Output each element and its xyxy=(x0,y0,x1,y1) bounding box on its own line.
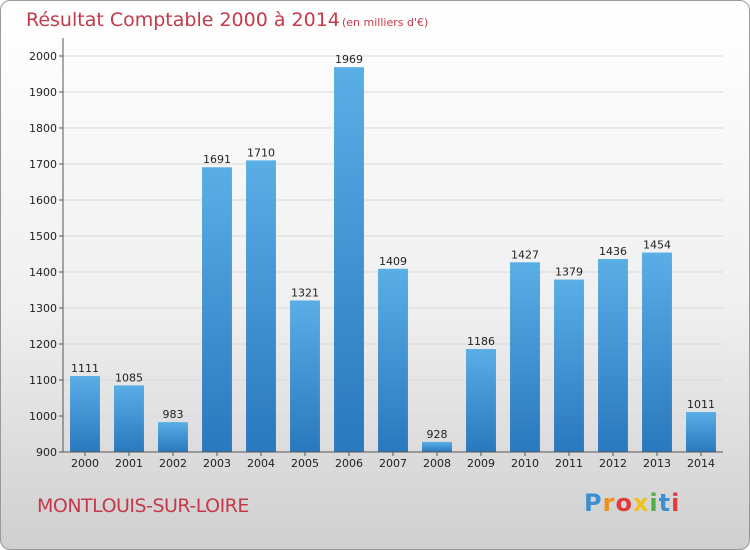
logo-letter: o xyxy=(615,489,633,517)
y-tick-label: 1900 xyxy=(29,86,57,99)
logo-letter: r xyxy=(602,489,616,517)
x-tick-label: 2012 xyxy=(599,457,627,470)
value-label-2005: 1321 xyxy=(291,286,319,299)
x-tick-label: 2013 xyxy=(643,457,671,470)
value-label-2012: 1436 xyxy=(599,245,627,258)
bars xyxy=(70,67,716,453)
x-tick-label: 2009 xyxy=(467,457,495,470)
x-tick-label: 2004 xyxy=(247,457,275,470)
bar-2013 xyxy=(642,252,672,452)
x-tick-label: 2001 xyxy=(115,457,143,470)
y-tick-label: 900 xyxy=(36,446,57,459)
value-label-2014: 1011 xyxy=(687,398,715,411)
x-tick-label: 2003 xyxy=(203,457,231,470)
y-tick-label: 1500 xyxy=(29,230,57,243)
bar-2004 xyxy=(246,160,276,452)
x-tick-label: 2000 xyxy=(71,457,99,470)
proxiti-logo: Proxiti xyxy=(584,489,680,517)
x-axis: 2000 2001 2002 2003 2004 2005 2006 2007 2008 2009… xyxy=(63,451,723,470)
x-tick-label: 2002 xyxy=(159,457,187,470)
logo-letter: i xyxy=(649,489,659,517)
bar-2012 xyxy=(598,259,628,452)
value-label-2000: 1111 xyxy=(71,362,99,375)
bar-2010 xyxy=(510,262,540,452)
bar-2005 xyxy=(290,300,320,452)
value-label-2013: 1454 xyxy=(643,239,671,252)
value-label-2002: 983 xyxy=(163,408,184,421)
logo-letter: P xyxy=(584,489,603,517)
value-label-2008: 928 xyxy=(427,428,448,441)
x-tick-label: 2014 xyxy=(687,457,715,470)
y-tick-label: 1400 xyxy=(29,266,57,279)
x-tick-label: 2005 xyxy=(291,457,319,470)
y-tick-label: 1700 xyxy=(29,158,57,171)
y-tick-label: 1000 xyxy=(29,410,57,423)
commune-name: MONTLOUIS-SUR-LOIRE xyxy=(37,495,249,517)
value-label-2004: 1710 xyxy=(247,146,275,159)
value-label-2001: 1085 xyxy=(115,371,143,384)
value-label-2010: 1427 xyxy=(511,248,539,261)
y-tick-label: 1300 xyxy=(29,302,57,315)
bar-2007 xyxy=(378,268,408,452)
value-label-2009: 1186 xyxy=(467,335,495,348)
x-tick-label: 2010 xyxy=(511,457,539,470)
y-tick-label: 1200 xyxy=(29,338,57,351)
value-label-2006: 1969 xyxy=(335,53,363,66)
logo-letter: t xyxy=(658,489,672,517)
x-tick-label: 2008 xyxy=(423,457,451,470)
bar-2000 xyxy=(70,376,100,452)
value-labels: 1111 1085 983 1691 1710 1321 1969 1409 928 1186 14… xyxy=(71,53,715,441)
x-tick-label: 2006 xyxy=(335,457,363,470)
bar-2002 xyxy=(158,422,188,452)
bar-2001 xyxy=(114,385,144,452)
y-tick-label: 2000 xyxy=(29,50,57,63)
x-tick-label: 2007 xyxy=(379,457,407,470)
value-label-2007: 1409 xyxy=(379,255,407,268)
value-label-2003: 1691 xyxy=(203,153,231,166)
y-tick-label: 1100 xyxy=(29,374,57,387)
bar-2008 xyxy=(422,441,452,452)
bar-2011 xyxy=(554,279,584,452)
y-tick-label: 1600 xyxy=(29,194,57,207)
chart-subtitle: (en milliers d'€) xyxy=(342,16,428,29)
bar-2003 xyxy=(202,167,232,453)
y-axis: 900 1000 1100 1200 1300 1400 1500 1600 1700 1800 1… xyxy=(29,38,64,459)
bar-2014 xyxy=(686,412,716,452)
value-label-2011: 1379 xyxy=(555,266,583,279)
logo-letter: i xyxy=(671,489,681,517)
y-tick-label: 1800 xyxy=(29,122,57,135)
bar-2006 xyxy=(334,67,364,452)
chart-title: Résultat Comptable 2000 à 2014 xyxy=(26,9,340,31)
x-tick-label: 2011 xyxy=(555,457,583,470)
bar-2009 xyxy=(466,349,496,452)
logo-letter: x xyxy=(632,489,650,517)
